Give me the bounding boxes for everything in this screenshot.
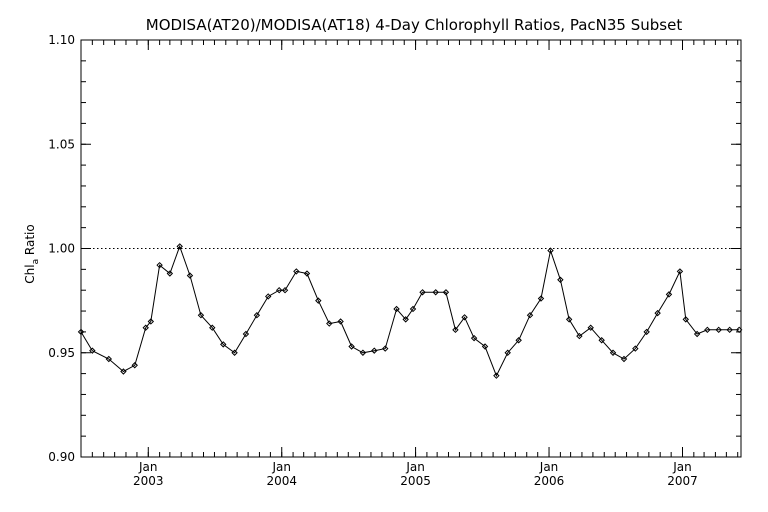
data-point xyxy=(275,286,283,294)
data-point xyxy=(715,326,722,334)
data-point xyxy=(242,330,250,338)
axes: 0.900.951.001.051.10Jan2003Jan2004Jan200… xyxy=(48,33,741,488)
data-point xyxy=(303,270,311,277)
y-tick-label: 1.00 xyxy=(48,242,75,256)
data-point xyxy=(89,347,96,354)
data-point xyxy=(393,305,400,313)
data-point xyxy=(609,349,617,356)
x-tick-label-year: 2005 xyxy=(400,474,431,488)
data-point xyxy=(654,309,661,317)
y-axis-label-main: Chl xyxy=(23,264,37,283)
data-point xyxy=(598,337,605,344)
data-point xyxy=(220,341,227,348)
data-point xyxy=(186,272,194,279)
data-point xyxy=(515,337,522,344)
data-point xyxy=(402,316,409,323)
y-axis-label-tail: Ratio xyxy=(23,224,37,259)
data-point xyxy=(142,324,149,331)
data-point xyxy=(632,345,639,352)
data-point xyxy=(452,326,459,334)
data-point xyxy=(337,318,344,325)
data-point xyxy=(726,326,733,334)
x-tick-label-year: 2003 xyxy=(133,474,164,488)
data-point xyxy=(77,328,85,336)
data-point xyxy=(131,362,138,369)
data-point xyxy=(547,247,554,254)
chart-title: MODISA(AT20)/MODISA(AT18) 4-Day Chloroph… xyxy=(146,16,683,34)
data-point xyxy=(166,270,174,277)
data-point xyxy=(470,334,478,342)
x-tick-label-year: 2004 xyxy=(266,474,297,488)
data-point xyxy=(526,312,534,319)
data-point xyxy=(565,316,573,323)
data-point xyxy=(382,345,389,352)
data-point xyxy=(557,276,564,283)
data-point xyxy=(253,312,261,319)
x-tick-label-month: Jan xyxy=(539,460,559,474)
y-tick-label: 0.90 xyxy=(48,450,75,464)
data-point xyxy=(359,349,367,356)
data-point xyxy=(432,289,439,296)
x-tick-label-month: Jan xyxy=(672,460,692,474)
data-point xyxy=(176,243,183,250)
data-point xyxy=(209,324,216,331)
x-tick-label-month: Jan xyxy=(271,460,291,474)
x-tick-label-year: 2007 xyxy=(667,474,698,488)
data-point xyxy=(643,328,650,336)
y-tick-label: 1.10 xyxy=(48,33,75,47)
series-group xyxy=(77,243,743,379)
data-point xyxy=(105,355,112,363)
data-point xyxy=(265,293,272,300)
data-point xyxy=(120,368,127,375)
data-point xyxy=(481,343,489,350)
y-axis-label: Chla Ratio xyxy=(23,224,41,283)
data-point xyxy=(587,324,594,331)
data-point xyxy=(693,330,701,338)
data-point xyxy=(537,295,545,302)
x-tick-label-month: Jan xyxy=(138,460,158,474)
data-point xyxy=(315,297,322,304)
x-tick-label-year: 2006 xyxy=(534,474,565,488)
y-axis-label-sub: a xyxy=(31,259,41,265)
x-tick-label-month: Jan xyxy=(405,460,425,474)
data-point xyxy=(493,372,500,379)
data-point xyxy=(682,316,689,323)
data-point xyxy=(676,268,684,275)
data-point xyxy=(147,318,155,325)
series-line xyxy=(80,244,740,377)
data-point xyxy=(231,349,238,356)
data-point xyxy=(665,291,673,298)
data-point xyxy=(442,289,450,296)
data-point xyxy=(409,305,417,313)
data-point xyxy=(461,314,468,321)
data-point xyxy=(348,343,355,350)
data-point xyxy=(504,349,511,356)
data-point xyxy=(620,355,628,363)
data-point xyxy=(156,261,163,269)
data-point xyxy=(281,286,289,294)
data-point xyxy=(419,289,426,296)
data-point xyxy=(576,332,583,340)
data-point xyxy=(371,347,378,354)
data-point xyxy=(704,326,711,334)
data-point xyxy=(326,320,333,327)
data-point xyxy=(197,312,205,319)
y-tick-label: 1.05 xyxy=(48,137,75,151)
data-point xyxy=(735,326,743,334)
y-tick-label: 0.95 xyxy=(48,346,75,360)
data-point xyxy=(293,268,300,275)
